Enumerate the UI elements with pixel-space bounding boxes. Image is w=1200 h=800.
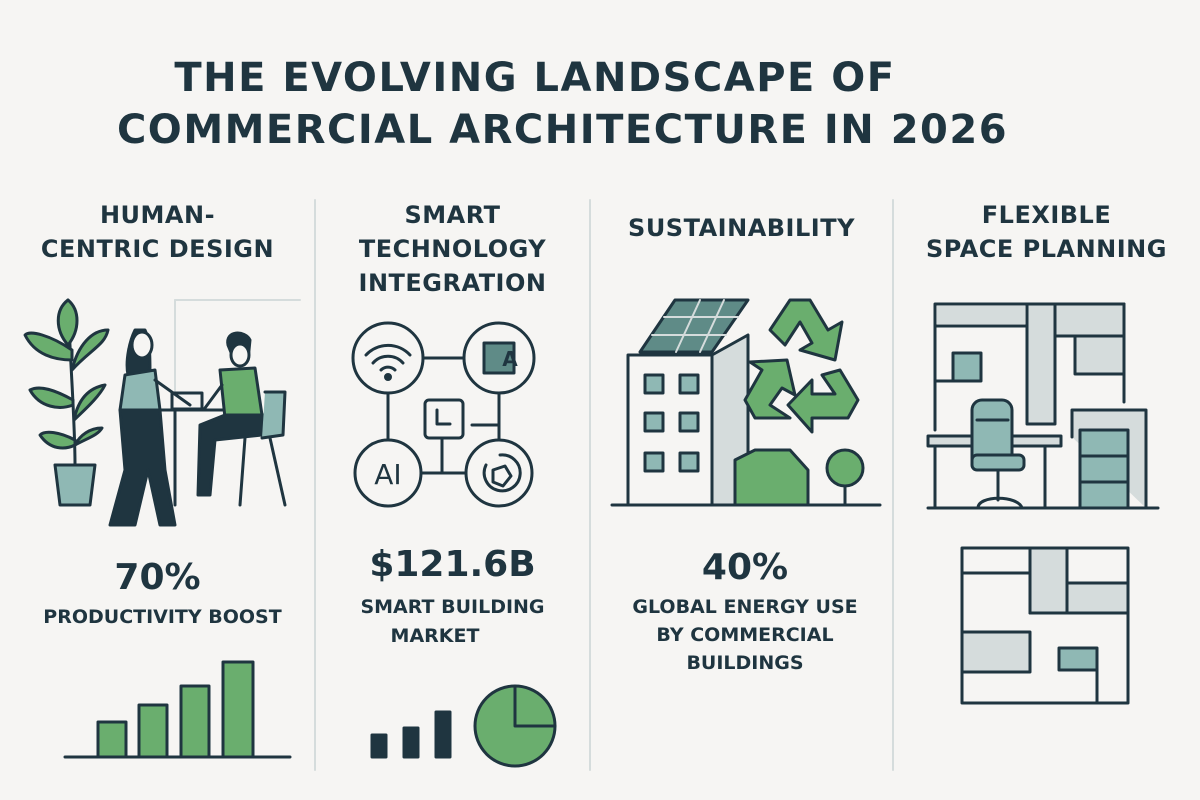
filing-cabinet-icon — [1078, 428, 1130, 510]
stat-energy: 40% — [701, 547, 789, 588]
mini-bar — [96, 720, 128, 759]
desc-market-2: MARKET — [390, 625, 480, 647]
mini-bar — [179, 684, 211, 759]
mini-bar — [137, 703, 169, 759]
connected-devices-network — [351, 321, 536, 508]
heading-human-centric-1: HUMAN- — [99, 201, 216, 229]
mini-bar — [402, 726, 420, 759]
mini-bar — [434, 710, 452, 759]
tree-icon — [825, 448, 865, 507]
plant-icon — [23, 298, 110, 507]
mini-bar — [370, 733, 388, 759]
floor-plan-icon — [960, 546, 1130, 705]
people-meeting-illustration — [23, 298, 301, 527]
ai-label: AI — [374, 458, 402, 491]
stat-productivity: 70% — [114, 557, 201, 598]
heading-sustainability: SUSTAINABILITY — [628, 214, 855, 242]
solar-building-illustration — [610, 298, 882, 507]
desc-energy-1: GLOBAL ENERGY USE — [632, 596, 858, 618]
stat-market: $121.6B — [369, 544, 536, 585]
heading-smart-tech-2: TECHNOLOGY — [358, 235, 547, 263]
heading-smart-tech-3: INTEGRATION — [358, 269, 547, 297]
person-standing-icon — [108, 328, 192, 527]
office-layout-illustration — [926, 302, 1160, 510]
heading-human-centric-2: CENTRIC DESIGN — [40, 235, 275, 263]
camera-node — [464, 438, 534, 508]
desc-productivity: PRODUCTIVITY BOOST — [43, 606, 282, 628]
bar-and-pie-chart-icon — [370, 684, 557, 768]
column-dividers — [314, 199, 894, 771]
mini-bar — [221, 660, 255, 759]
solar-panel-icon — [638, 298, 750, 354]
heading-smart-tech-1: SMART — [404, 201, 501, 229]
page-title-line-1: THE EVOLVING LANDSCAPE OF — [174, 55, 896, 101]
heading-flexible-1: FLEXIBLE — [981, 201, 1112, 229]
ai-node — [353, 438, 423, 508]
chip-label: A — [502, 347, 518, 371]
desc-market-1: SMART BUILDING — [360, 596, 545, 618]
office-chair-icon — [970, 398, 1026, 510]
wifi-icon — [364, 343, 412, 381]
desc-energy-2: BY COMMERCIAL — [656, 624, 834, 646]
desc-energy-3: BUILDINGS — [686, 652, 804, 674]
heading-flexible-2: SPACE PLANNING — [926, 235, 1167, 263]
page-title-line-2: COMMERCIAL ARCHITECTURE IN 2026 — [116, 107, 1009, 153]
rising-bar-chart-icon — [63, 660, 292, 759]
person-seated-icon — [196, 331, 287, 507]
app-node — [423, 398, 465, 440]
wifi-node — [351, 321, 425, 395]
recycle-icon — [743, 298, 860, 434]
